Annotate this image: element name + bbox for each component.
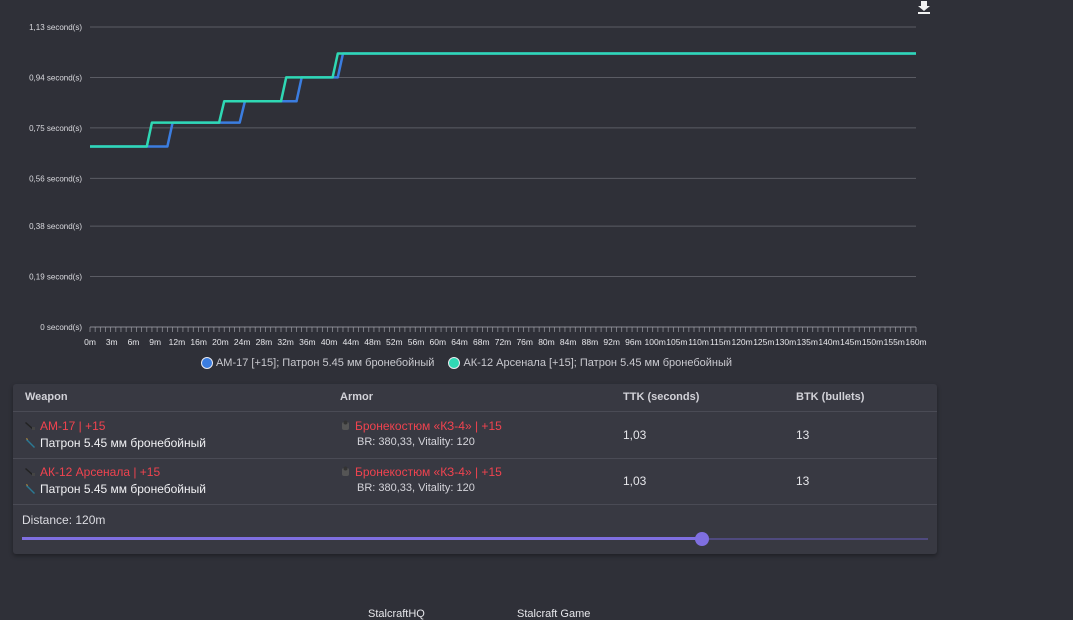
legend-label-am17: AM-17 [+15]; Патрон 5.45 мм бронебойный bbox=[215, 357, 435, 369]
x-tick-label: 68m bbox=[473, 337, 490, 345]
armor-icon bbox=[342, 420, 349, 430]
legend-marker-am17 bbox=[200, 357, 213, 369]
x-tick-label: 20m bbox=[212, 337, 229, 345]
y-tick-label: 0,94 second(s) bbox=[29, 73, 82, 82]
x-tick-label: 110m bbox=[688, 337, 709, 345]
x-tick-label: 155m bbox=[884, 337, 905, 345]
x-tick-label: 135m bbox=[797, 337, 818, 345]
bullet-icon bbox=[26, 438, 35, 448]
y-tick-label: 0,75 second(s) bbox=[29, 124, 82, 133]
header-btk: BTK (bullets) bbox=[796, 391, 865, 403]
armor-stats: BR: 380,33, Vitality: 120 bbox=[357, 436, 475, 448]
weapon-name[interactable]: AM-17 | +15 bbox=[40, 419, 106, 433]
legend-item-ak12[interactable]: АК-12 Арсенала [+15]; Патрон 5.45 мм бро… bbox=[448, 354, 732, 372]
slider-fill bbox=[22, 537, 702, 540]
ammo-name: Патрон 5.45 мм бронебойный bbox=[40, 482, 206, 496]
x-tick-label: 6m bbox=[128, 337, 140, 345]
x-tick-label: 160m bbox=[905, 337, 926, 345]
distance-label: Distance: 120m bbox=[22, 513, 106, 527]
armor-stats: BR: 380,33, Vitality: 120 bbox=[357, 482, 475, 494]
slider-thumb[interactable] bbox=[694, 532, 709, 546]
x-tick-label: 72m bbox=[495, 337, 512, 345]
y-tick-label: 0 second(s) bbox=[40, 323, 82, 332]
rifle-icon bbox=[25, 422, 35, 430]
y-tick-label: 0,38 second(s) bbox=[29, 222, 82, 231]
legend-item-am17[interactable]: AM-17 [+15]; Патрон 5.45 мм бронебойный bbox=[200, 354, 435, 372]
ttk-chart: 0 second(s) 0,19 second(s) 0,38 second(s) 0… bbox=[29, 23, 927, 345]
x-tick-label: 145m bbox=[840, 337, 861, 345]
x-tick-label: 24m bbox=[234, 337, 251, 345]
header-armor: Armor bbox=[340, 391, 374, 403]
x-tick-label: 150m bbox=[862, 337, 883, 345]
x-tick-label: 88m bbox=[582, 337, 599, 345]
x-tick-label: 28m bbox=[256, 337, 273, 345]
armor-icon bbox=[342, 466, 349, 476]
footer-link-stalcrafthq[interactable]: StalcraftHQ bbox=[368, 608, 425, 620]
ammo-name: Патрон 5.45 мм бронебойный bbox=[40, 436, 206, 450]
x-tick-label: 40m bbox=[321, 337, 338, 345]
x-tick-label: 105m bbox=[666, 337, 687, 345]
x-tick-label: 12m bbox=[169, 337, 186, 345]
x-tick-label: 115m bbox=[710, 337, 731, 345]
x-tick-label: 96m bbox=[625, 337, 642, 345]
table-row: АК-12 Арсенала | +15 Патрон 5.45 мм брон… bbox=[13, 458, 937, 505]
series-line-ak12 bbox=[90, 52, 916, 148]
x-tick-label: 16m bbox=[190, 337, 207, 345]
x-tick-label: 92m bbox=[603, 337, 620, 345]
header-ttk: TTK (seconds) bbox=[623, 391, 700, 403]
btk-value: 13 bbox=[796, 474, 810, 488]
y-tick-label: 1,13 second(s) bbox=[29, 23, 82, 32]
chart-legend: AM-17 [+15]; Патрон 5.45 мм бронебойный … bbox=[0, 354, 1073, 372]
x-tick-label: 52m bbox=[386, 337, 403, 345]
x-tick-label: 64m bbox=[451, 337, 468, 345]
armor-name[interactable]: Бронекостюм «КЗ-4» | +15 bbox=[355, 419, 502, 433]
x-tick-label: 140m bbox=[818, 337, 839, 345]
x-tick-label: 100m bbox=[645, 337, 666, 345]
ttk-value: 1,03 bbox=[623, 474, 647, 488]
series-line-am17 bbox=[90, 52, 916, 148]
armor-name[interactable]: Бронекостюм «КЗ-4» | +15 bbox=[355, 465, 502, 479]
x-tick-label: 80m bbox=[538, 337, 555, 345]
download-icon[interactable] bbox=[916, 0, 932, 14]
x-tick-label: 3m bbox=[106, 337, 118, 345]
header-weapon: Weapon bbox=[25, 391, 68, 403]
weapon-name[interactable]: АК-12 Арсенала | +15 bbox=[40, 465, 161, 479]
x-tick-label: 60m bbox=[430, 337, 447, 345]
btk-value: 13 bbox=[796, 428, 810, 442]
x-tick-label: 0m bbox=[84, 337, 96, 345]
legend-marker-ak12 bbox=[448, 357, 461, 369]
x-tick-label: 56m bbox=[408, 337, 425, 345]
y-tick-label: 0,19 second(s) bbox=[29, 273, 82, 282]
table-header: Weapon Armor TTK (seconds) BTK (bullets) bbox=[13, 384, 937, 412]
y-tick-label: 0,56 second(s) bbox=[29, 174, 82, 183]
ttk-value: 1,03 bbox=[623, 428, 647, 442]
x-tick-label: 84m bbox=[560, 337, 577, 345]
x-tick-label: 44m bbox=[343, 337, 360, 345]
x-tick-label: 36m bbox=[299, 337, 316, 345]
x-tick-label: 76m bbox=[516, 337, 533, 345]
x-tick-label: 125m bbox=[753, 337, 774, 345]
legend-label-ak12: АК-12 Арсенала [+15]; Патрон 5.45 мм бро… bbox=[463, 357, 733, 369]
comparison-panel: Weapon Armor TTK (seconds) BTK (bullets)… bbox=[13, 384, 937, 554]
x-tick-label: 32m bbox=[277, 337, 294, 345]
table-row: AM-17 | +15 Патрон 5.45 мм бронебойный Б… bbox=[13, 412, 937, 459]
x-tick-label: 9m bbox=[149, 337, 161, 345]
x-tick-label: 120m bbox=[731, 337, 752, 345]
x-tick-label: 130m bbox=[775, 337, 796, 345]
bullet-icon bbox=[26, 484, 35, 494]
rifle-icon bbox=[25, 468, 35, 476]
x-tick-label: 48m bbox=[364, 337, 381, 345]
distance-slider[interactable] bbox=[22, 532, 928, 546]
footer-link-stalcraft-game[interactable]: Stalcraft Game bbox=[517, 608, 591, 620]
